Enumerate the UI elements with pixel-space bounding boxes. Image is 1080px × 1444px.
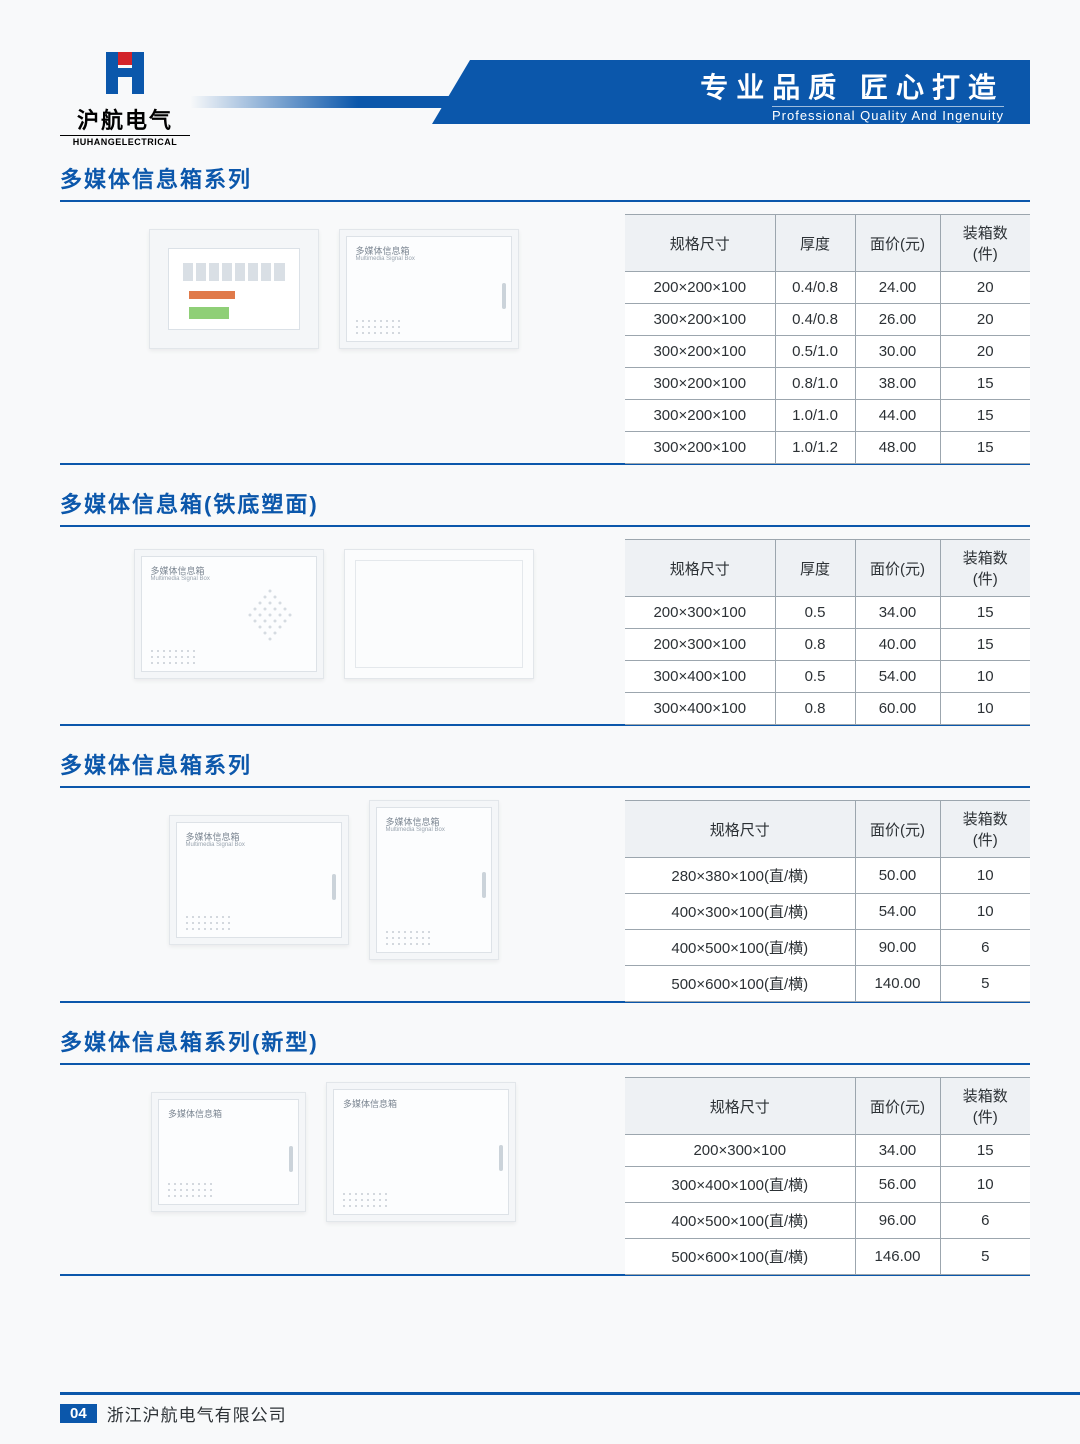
spec-table: 规格尺寸面价(元)装箱数(件)280×380×100(直/横)50.001040… bbox=[625, 800, 1030, 1002]
table-row: 300×200×1000.4/0.826.0020 bbox=[625, 304, 1030, 336]
product-box-small: 多媒体信息箱 bbox=[151, 1092, 306, 1212]
table-row: 200×300×1000.840.0015 bbox=[625, 629, 1030, 661]
spec-table: 规格尺寸面价(元)装箱数(件)200×300×10034.0015300×400… bbox=[625, 1077, 1030, 1275]
product-box-horizontal: 多媒体信息箱 Multimedia Signal Box bbox=[169, 815, 349, 945]
table-row: 300×200×1000.8/1.038.0015 bbox=[625, 368, 1030, 400]
col-header: 装箱数(件) bbox=[940, 801, 1030, 858]
spec-table: 规格尺寸厚度面价(元)装箱数(件)200×200×1000.4/0.824.00… bbox=[625, 214, 1030, 464]
product-box-front: 多媒体信息箱 Multimedia Signal Box bbox=[134, 549, 324, 679]
product-images: 多媒体信息箱 Multimedia Signal Box 多媒体信息箱 Mult… bbox=[60, 800, 607, 960]
logo-block: 沪航电气 HUHANGELECTRICAL bbox=[60, 50, 190, 147]
company-name: 浙江沪航电气有限公司 bbox=[107, 1401, 287, 1426]
table-row: 300×400×100(直/横)56.0010 bbox=[625, 1167, 1030, 1203]
table-row: 500×600×100(直/横)140.005 bbox=[625, 966, 1030, 1002]
table-row: 300×200×1001.0/1.248.0015 bbox=[625, 432, 1030, 464]
page-header: 沪航电气 HUHANGELECTRICAL 专业品质 匠心打造 Professi… bbox=[60, 50, 1030, 140]
table-row: 300×200×1001.0/1.044.0015 bbox=[625, 400, 1030, 432]
banner-title-cn: 专业品质 匠心打造 bbox=[540, 66, 1004, 106]
section-iron-plastic: 多媒体信息箱(铁底塑面) 多媒体信息箱 Multimedia Signal Bo… bbox=[60, 487, 1030, 726]
section-series-2: 多媒体信息箱系列 多媒体信息箱 Multimedia Signal Box 多媒… bbox=[60, 748, 1030, 1003]
product-images: 多媒体信息箱 多媒体信息箱 bbox=[60, 1077, 607, 1227]
col-header: 装箱数(件) bbox=[940, 540, 1030, 597]
product-images: 多媒体信息箱 Multimedia Signal Box bbox=[60, 539, 607, 689]
section-title: 多媒体信息箱(铁底塑面) bbox=[60, 487, 1030, 519]
product-box-large: 多媒体信息箱 bbox=[326, 1082, 516, 1222]
col-header: 面价(元) bbox=[855, 540, 940, 597]
brand-name-en: HUHANGELECTRICAL bbox=[60, 135, 190, 147]
table-row: 400×500×100(直/横)96.006 bbox=[625, 1203, 1030, 1239]
page-number-badge: 04 bbox=[60, 1404, 97, 1423]
product-box-vertical: 多媒体信息箱 Multimedia Signal Box bbox=[369, 800, 499, 960]
header-banner: 专业品质 匠心打造 Professional Quality And Ingen… bbox=[190, 60, 1030, 124]
spec-table: 规格尺寸厚度面价(元)装箱数(件)200×300×1000.534.001520… bbox=[625, 539, 1030, 725]
col-header: 面价(元) bbox=[855, 1078, 940, 1135]
col-header: 规格尺寸 bbox=[625, 1078, 855, 1135]
product-box-open bbox=[149, 229, 319, 349]
section-title: 多媒体信息箱系列 bbox=[60, 162, 1030, 194]
section-series-new: 多媒体信息箱系列(新型) 多媒体信息箱 多媒体信息箱 规格尺寸面价(元)装箱数(… bbox=[60, 1025, 1030, 1276]
product-box-closed: 多媒体信息箱 Multimedia Signal Box bbox=[339, 229, 519, 349]
table-row: 300×200×1000.5/1.030.0020 bbox=[625, 336, 1030, 368]
col-header: 装箱数(件) bbox=[940, 1078, 1030, 1135]
col-header: 规格尺寸 bbox=[625, 215, 775, 272]
col-header: 面价(元) bbox=[855, 801, 940, 858]
table-row: 500×600×100(直/横)146.005 bbox=[625, 1239, 1030, 1275]
col-header: 厚度 bbox=[775, 215, 855, 272]
banner-title-en: Professional Quality And Ingenuity bbox=[772, 106, 1004, 123]
product-images: 多媒体信息箱 Multimedia Signal Box bbox=[60, 214, 607, 364]
section-title: 多媒体信息箱系列 bbox=[60, 748, 1030, 780]
col-header: 面价(元) bbox=[855, 215, 940, 272]
section-title: 多媒体信息箱系列(新型) bbox=[60, 1025, 1030, 1057]
table-row: 300×400×1000.554.0010 bbox=[625, 661, 1030, 693]
table-row: 400×300×100(直/横)54.0010 bbox=[625, 894, 1030, 930]
table-row: 280×380×100(直/横)50.0010 bbox=[625, 858, 1030, 894]
diamond-vent-icon bbox=[247, 585, 293, 645]
table-row: 200×200×1000.4/0.824.0020 bbox=[625, 272, 1030, 304]
brand-logo-icon bbox=[100, 50, 150, 96]
table-row: 200×300×1000.534.0015 bbox=[625, 597, 1030, 629]
brand-name-cn: 沪航电气 bbox=[60, 103, 190, 135]
page-footer: 04 浙江沪航电气有限公司 bbox=[60, 1392, 1080, 1426]
table-row: 300×400×1000.860.0010 bbox=[625, 693, 1030, 725]
col-header: 规格尺寸 bbox=[625, 801, 855, 858]
product-box-back bbox=[344, 549, 534, 679]
table-row: 200×300×10034.0015 bbox=[625, 1135, 1030, 1167]
col-header: 规格尺寸 bbox=[625, 540, 775, 597]
col-header: 装箱数(件) bbox=[940, 215, 1030, 272]
section-multimedia-series: 多媒体信息箱系列 多媒体信息箱 Multimedia Signal Box 规格… bbox=[60, 162, 1030, 465]
col-header: 厚度 bbox=[775, 540, 855, 597]
table-row: 400×500×100(直/横)90.006 bbox=[625, 930, 1030, 966]
